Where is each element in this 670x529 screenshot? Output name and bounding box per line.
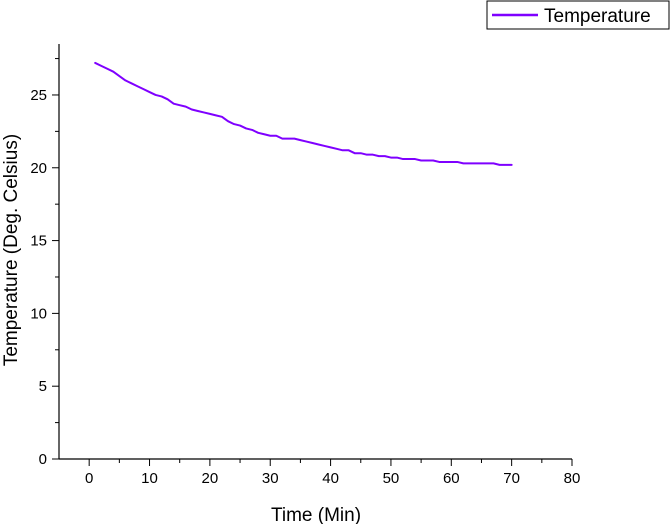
y-tick-label: 0	[39, 451, 47, 468]
x-tick-label: 0	[85, 470, 93, 487]
legend-label: Temperature	[544, 6, 651, 27]
x-tick-label: 20	[202, 470, 219, 487]
x-tick-label: 50	[383, 470, 400, 487]
x-tick-label: 40	[322, 470, 339, 487]
x-tick-label: 30	[262, 470, 279, 487]
y-axis-title: Temperature (Deg. Celsius)	[1, 134, 22, 366]
series-layer	[94, 61, 513, 166]
y-tick-label: 15	[30, 233, 47, 250]
x-tick-label: 70	[503, 470, 520, 487]
axis-ticks: 0 10 20 30 40 50 60 70 80 0 5 10 15 20 25	[30, 58, 581, 487]
y-tick-label: 5	[39, 378, 47, 395]
legend: Temperature	[486, 0, 670, 30]
x-tick-label: 80	[564, 470, 581, 487]
x-tick-label: 60	[443, 470, 460, 487]
y-tick-label: 25	[30, 87, 47, 104]
y-tick-label: 10	[30, 305, 47, 322]
series-line	[94, 61, 513, 166]
x-axis-title: Time (Min)	[271, 505, 361, 524]
y-tick-label: 20	[30, 160, 47, 177]
axes	[58, 44, 572, 460]
x-tick-label: 10	[141, 470, 158, 487]
